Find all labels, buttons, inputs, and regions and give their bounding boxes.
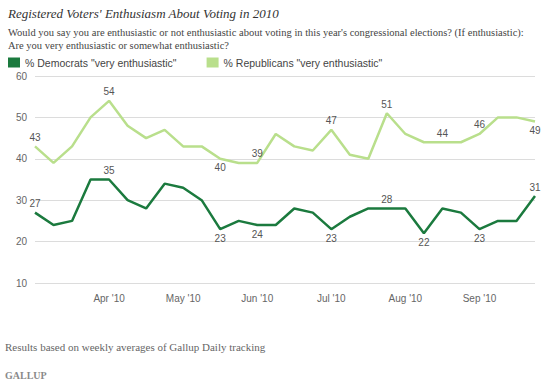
svg-text:49: 49 [529,125,541,136]
svg-text:Results based on weekly averag: Results based on weekly averages of Gall… [5,341,266,353]
svg-text:Would you say you are enthusia: Would you say you are enthusiastic or no… [8,27,526,39]
svg-text:40: 40 [215,162,227,173]
svg-text:10: 10 [16,278,28,289]
svg-text:23: 23 [215,233,227,244]
svg-text:60: 60 [16,71,28,82]
svg-text:Jun '10: Jun '10 [241,293,273,304]
svg-text:22: 22 [418,237,430,248]
svg-text:Sep '10: Sep '10 [463,293,497,304]
svg-text:51: 51 [381,99,393,110]
svg-text:35: 35 [104,165,116,176]
svg-text:20: 20 [16,236,28,247]
svg-text:28: 28 [381,194,393,205]
svg-text:54: 54 [104,86,116,97]
svg-text:Are you very enthusiastic or s: Are you very enthusiastic or somewhat en… [8,40,229,51]
svg-text:31: 31 [529,182,541,193]
svg-text:Jul '10: Jul '10 [317,293,346,304]
svg-text:Aug '10: Aug '10 [389,293,423,304]
svg-text:Registered Voters' Enthusiasm: Registered Voters' Enthusiasm About Voti… [7,6,279,21]
svg-text:% Democrats "very enthusiastic: % Democrats "very enthusiastic" [25,57,177,69]
svg-text:23: 23 [326,233,338,244]
svg-text:Apr '10: Apr '10 [93,293,125,304]
svg-text:May '10: May '10 [166,293,201,304]
svg-text:43: 43 [29,132,41,143]
svg-text:30: 30 [16,195,28,206]
svg-text:40: 40 [16,153,28,164]
svg-text:44: 44 [437,128,449,139]
svg-text:GALLUP: GALLUP [5,370,47,381]
svg-text:27: 27 [29,198,41,209]
svg-text:% Republicans "very enthusiast: % Republicans "very enthusiastic" [224,57,383,69]
svg-text:24: 24 [252,229,264,240]
svg-text:46: 46 [474,119,486,130]
svg-text:23: 23 [474,233,486,244]
svg-text:39: 39 [252,148,264,159]
svg-text:50: 50 [16,112,28,123]
svg-text:47: 47 [326,115,338,126]
